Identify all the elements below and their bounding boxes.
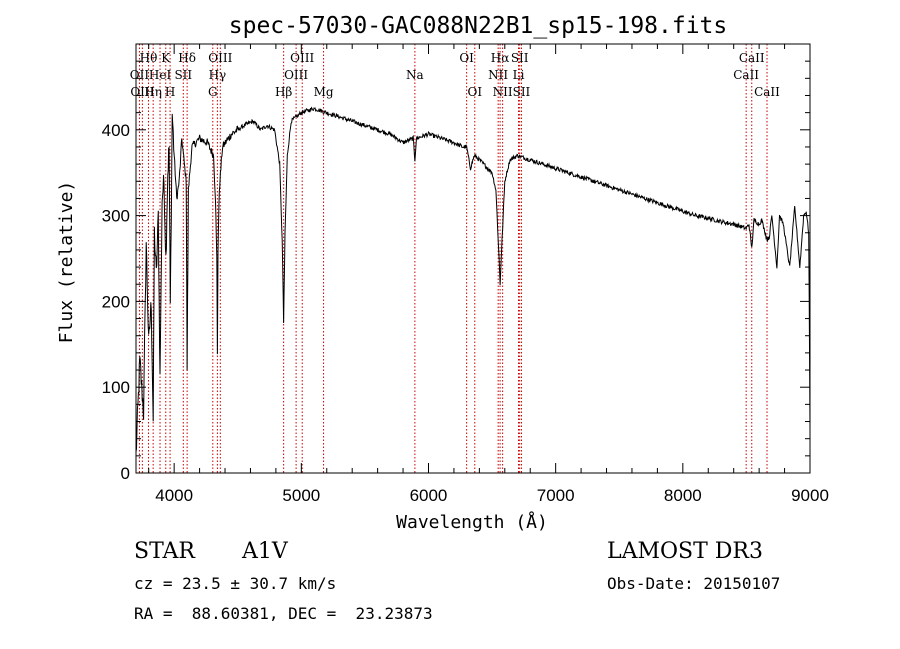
survey-name: LAMOST DR3: [607, 539, 763, 564]
line-marker-label: OI: [459, 51, 474, 65]
y-tick-label: 0: [121, 464, 130, 483]
redshift-velocity: cz = 23.5 ± 30.7 km/s: [134, 574, 337, 593]
line-marker-label: Hθ: [140, 51, 158, 65]
line-marker-label: SII: [513, 85, 531, 99]
line-marker-label: OI: [467, 85, 482, 99]
line-marker-label: Li: [513, 68, 525, 82]
line-marker-label: G: [208, 85, 218, 99]
line-marker-label: Hα: [491, 51, 510, 65]
object-class: STAR: [134, 539, 195, 564]
y-tick-label: 200: [102, 292, 130, 311]
y-tick-label: 400: [102, 121, 130, 140]
line-marker-label: OIII: [208, 51, 232, 65]
line-marker-label: SII: [174, 68, 192, 82]
x-tick-label: 7000: [537, 486, 575, 505]
object-subclass: A1V: [242, 539, 288, 564]
line-marker-label: OIII: [290, 51, 314, 65]
x-tick-label: 5000: [282, 486, 320, 505]
observation-date: Obs-Date: 20150107: [607, 574, 781, 593]
line-marker-label: Na: [406, 68, 424, 82]
y-tick-label: 100: [102, 378, 130, 397]
plot-frame: [135, 43, 811, 474]
line-marker-label: SII: [511, 51, 529, 65]
x-tick-label: 9000: [791, 486, 829, 505]
chart-title: spec-57030-GAC088N22B1_sp15-198.fits: [229, 13, 728, 39]
x-tick-label: 6000: [410, 486, 448, 505]
x-axis-label: Wavelength (Å): [396, 511, 548, 533]
x-tick-label: 8000: [664, 486, 702, 505]
line-marker-label: Hγ: [209, 68, 227, 82]
line-marker-label: OII: [130, 68, 150, 82]
line-marker-label: OIII: [284, 68, 308, 82]
coordinates: RA = 88.60381, DEC = 23.23873: [134, 604, 433, 623]
line-marker-label: Hη: [144, 85, 162, 99]
line-marker-label: NII: [488, 68, 508, 82]
line-marker-label: CaII: [733, 68, 759, 82]
line-marker-label: Mg: [314, 85, 334, 99]
spectrum-line: [135, 106, 811, 453]
line-marker-label: NII: [493, 85, 513, 99]
y-axis-label: Flux (relative): [56, 181, 77, 344]
line-marker-label: CaII: [754, 85, 780, 99]
line-marker-label: H: [165, 85, 175, 99]
line-marker-label: HeI: [149, 68, 172, 82]
axes: 4000 5000 6000 7000 8000 9000 0 100 200 300 400: [102, 44, 829, 505]
x-tick-label: 4000: [155, 486, 193, 505]
emission-line-markers: [138, 44, 768, 473]
line-marker-label: Hδ: [178, 51, 196, 65]
y-tick-label: 300: [102, 207, 130, 226]
line-marker-label: Hβ: [275, 85, 292, 99]
line-marker-label: CaII: [739, 51, 765, 65]
line-marker-label: K: [161, 51, 171, 65]
